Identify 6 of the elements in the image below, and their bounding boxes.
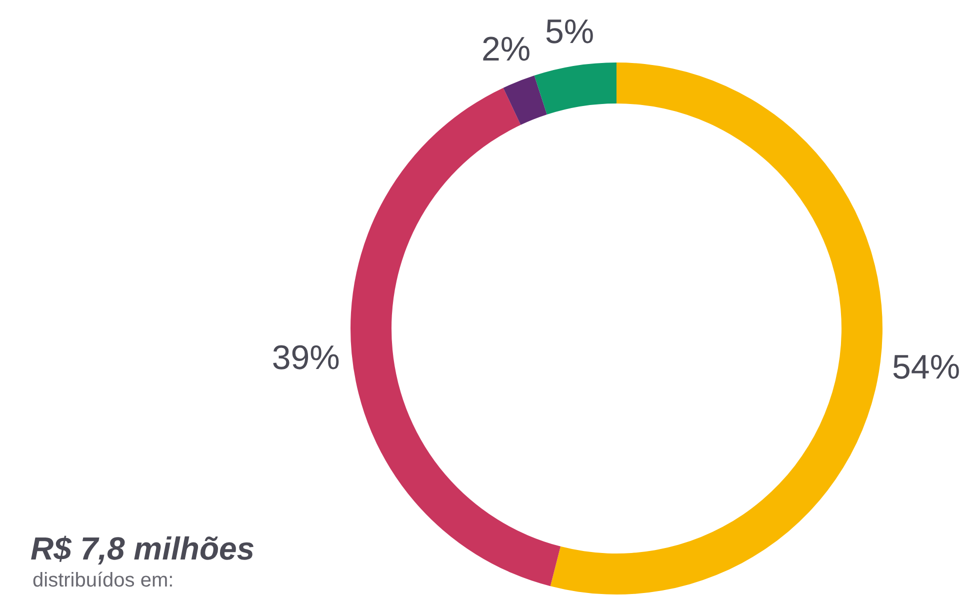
text: R$ 7,8 milhões	[30, 530, 255, 566]
data-label: 39%	[272, 338, 340, 377]
text: distribuídos em:	[32, 570, 174, 592]
data-label: 2%	[481, 30, 531, 69]
data-label: 54%	[892, 348, 960, 387]
data-label: 5%	[545, 13, 594, 52]
